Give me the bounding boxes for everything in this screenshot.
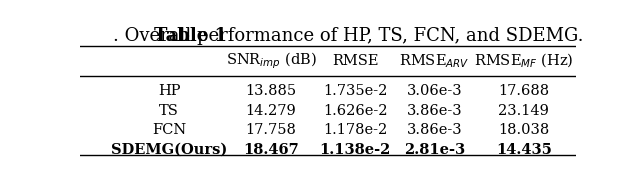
Text: 23.149: 23.149: [499, 103, 549, 118]
Text: HP: HP: [158, 84, 180, 98]
Text: . Overall performance of HP, TS, FCN, and SDEMG.: . Overall performance of HP, TS, FCN, an…: [113, 27, 583, 45]
Text: RMSE$_{ARV}$: RMSE$_{ARV}$: [399, 52, 470, 70]
Text: 18.467: 18.467: [243, 143, 299, 157]
Text: 3.86e-3: 3.86e-3: [407, 123, 463, 137]
Text: 3.86e-3: 3.86e-3: [407, 103, 463, 118]
Text: 3.06e-3: 3.06e-3: [407, 84, 463, 98]
Text: TS: TS: [159, 103, 179, 118]
Text: RMSE: RMSE: [332, 54, 378, 68]
Text: 1.138e-2: 1.138e-2: [319, 143, 391, 157]
Text: 13.885: 13.885: [245, 84, 296, 98]
Text: 2.81e-3: 2.81e-3: [404, 143, 465, 157]
Text: 1.626e-2: 1.626e-2: [323, 103, 388, 118]
Text: RMSE$_{MF}$ (Hz): RMSE$_{MF}$ (Hz): [474, 52, 573, 70]
Text: SDEMG(Ours): SDEMG(Ours): [111, 143, 227, 157]
Text: 1.178e-2: 1.178e-2: [323, 123, 387, 137]
Text: SNR$_{imp}$ (dB): SNR$_{imp}$ (dB): [225, 51, 316, 71]
Text: 1.735e-2: 1.735e-2: [323, 84, 387, 98]
Text: 14.279: 14.279: [246, 103, 296, 118]
Text: 18.038: 18.038: [499, 123, 550, 137]
Text: 17.688: 17.688: [499, 84, 550, 98]
Text: 17.758: 17.758: [246, 123, 296, 137]
Text: 14.435: 14.435: [496, 143, 552, 157]
Text: FCN: FCN: [152, 123, 186, 137]
Text: Table 1: Table 1: [154, 27, 227, 45]
